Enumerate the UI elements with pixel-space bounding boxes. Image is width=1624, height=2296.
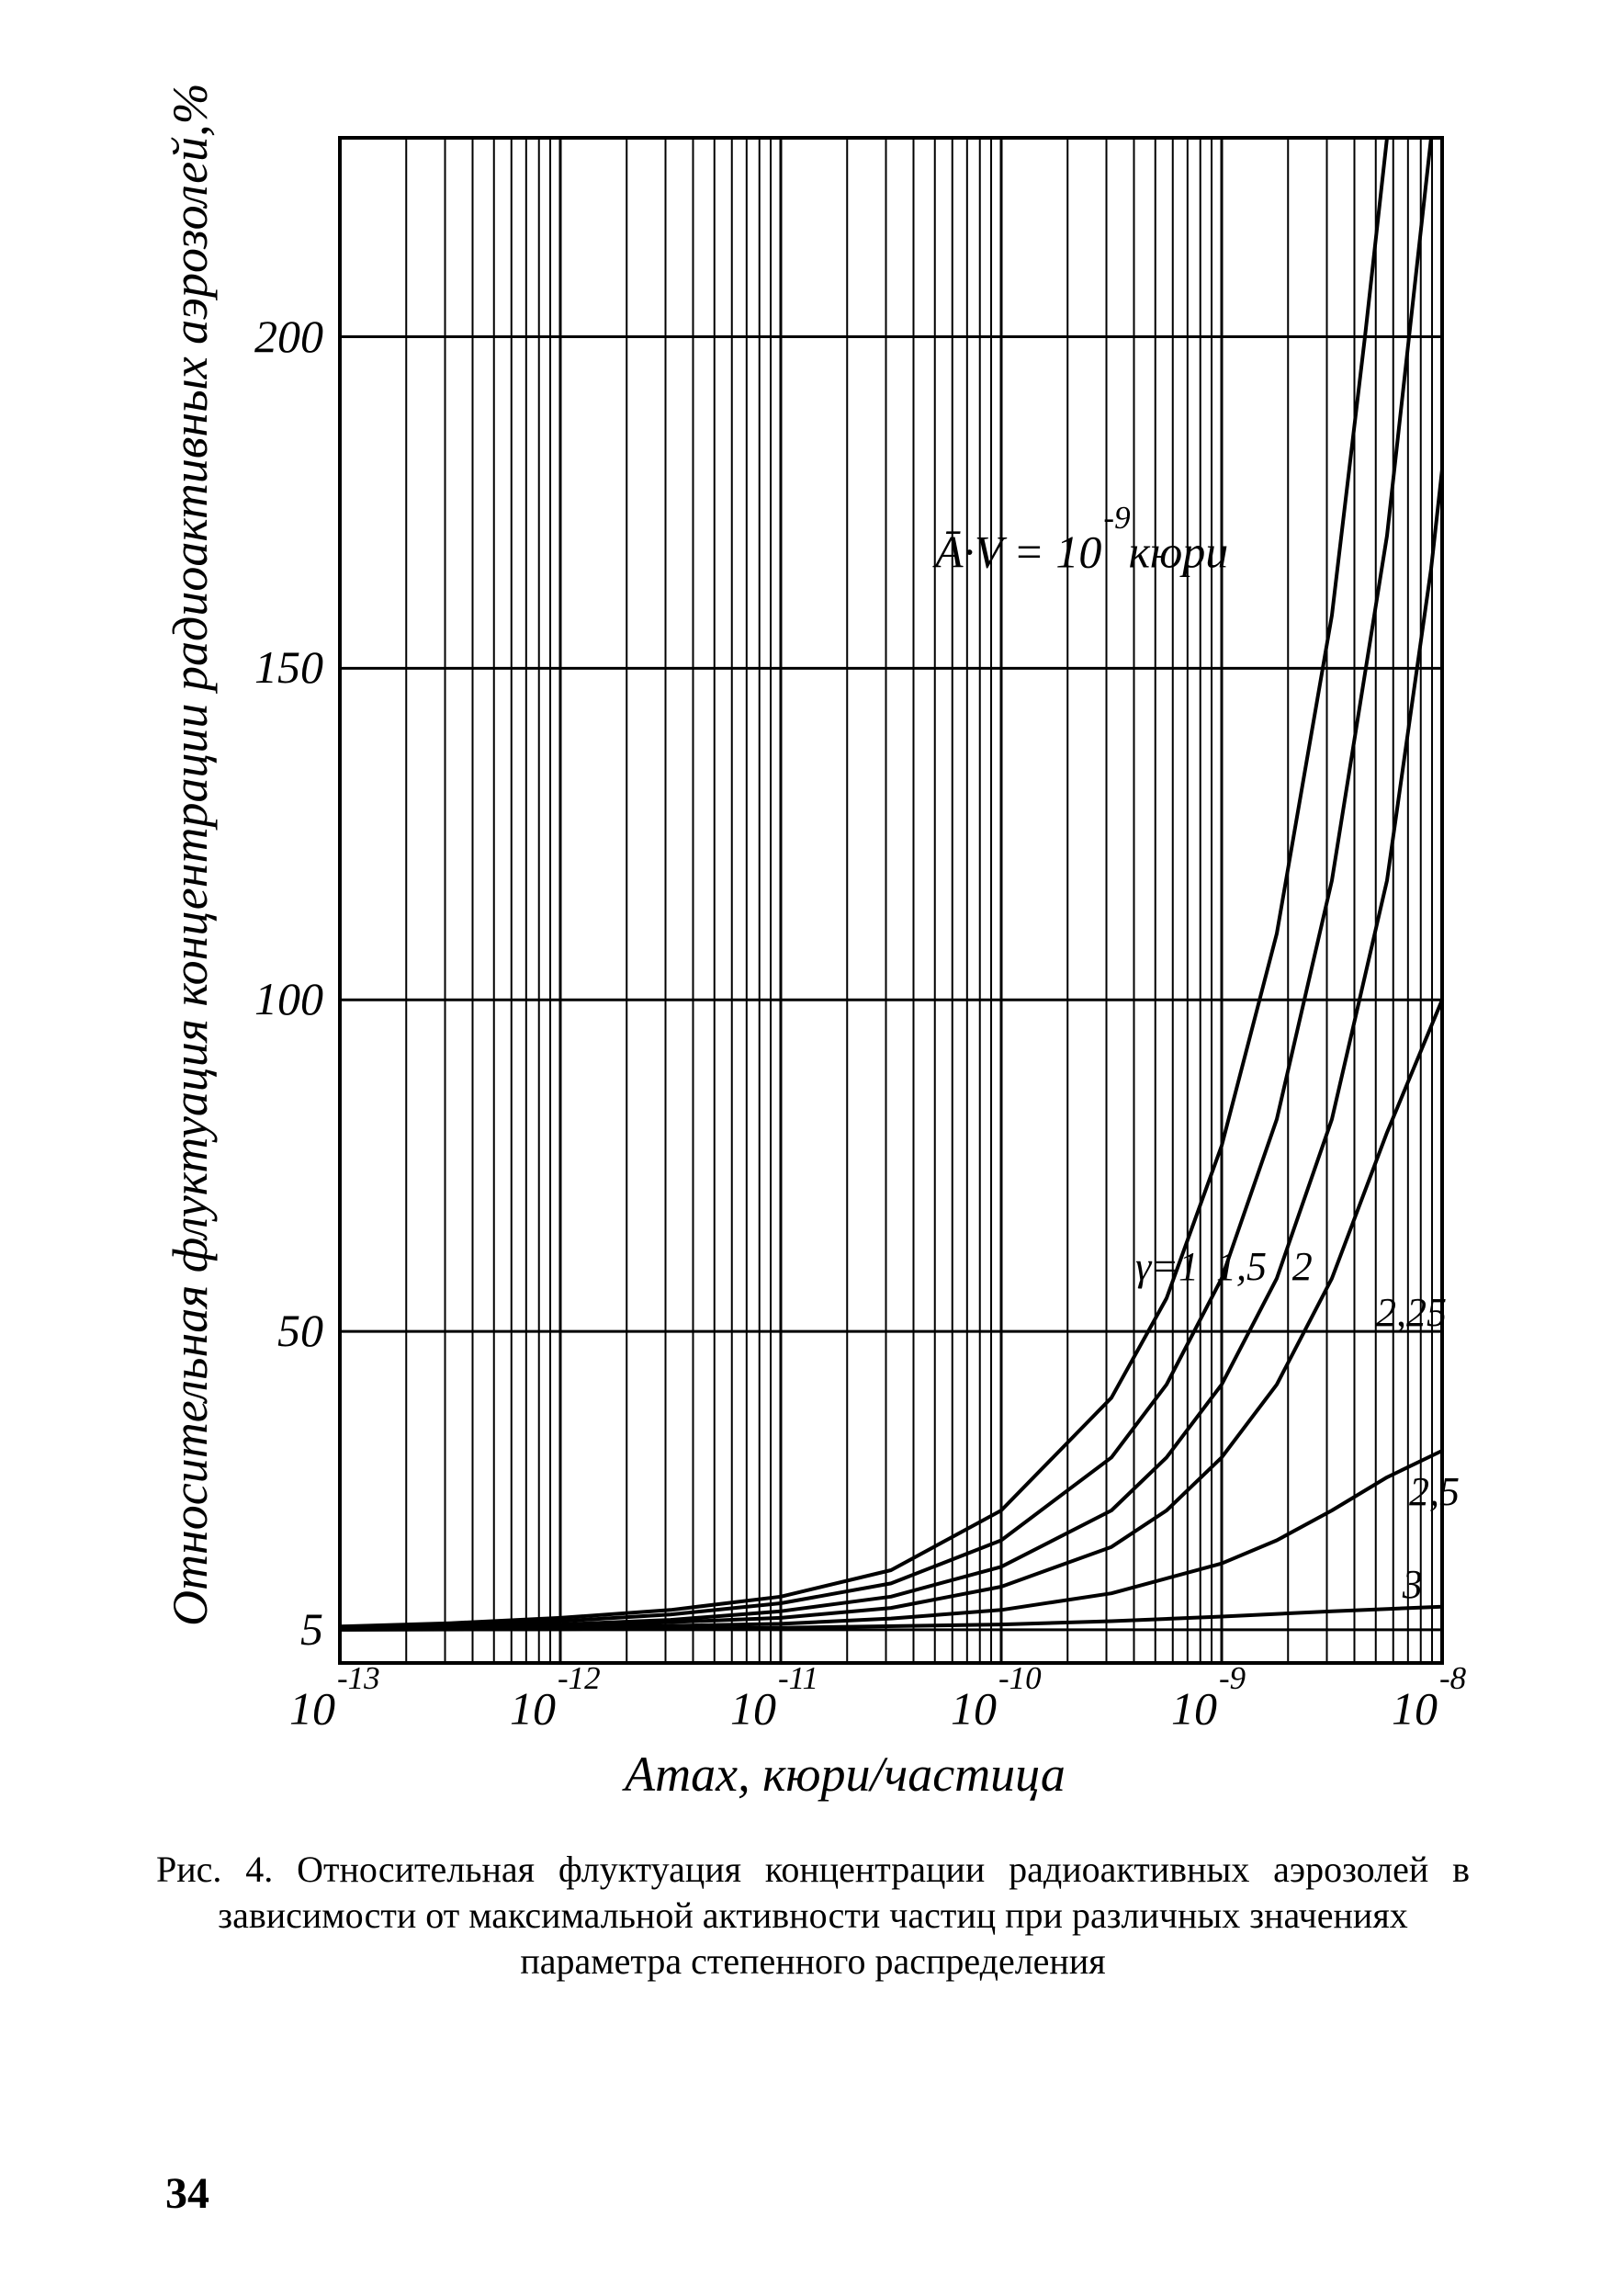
- x-tick-label: 10-8: [1392, 1680, 1464, 1736]
- caption-line-3: параметра степенного распределения: [156, 1939, 1470, 1985]
- chart-plot: [156, 119, 1470, 1819]
- y-tick-label: 100: [176, 972, 323, 1025]
- y-tick-label: 150: [176, 640, 323, 694]
- x-tick-label: 10-12: [510, 1680, 599, 1736]
- x-tick-label: 10-9: [1171, 1680, 1244, 1736]
- x-axis-label: Amax, кюри/частица: [524, 1746, 1167, 1803]
- y-tick-label: 200: [176, 310, 323, 363]
- caption-line-1: Рис. 4. Относительная флуктуация концент…: [156, 1849, 1428, 1890]
- x-tick-label: 10-11: [730, 1680, 817, 1736]
- chart-annotation: Ā·V = 10-9кюри: [935, 523, 1228, 579]
- y-tick-label: 50: [176, 1304, 323, 1357]
- curve-label: 2,5: [1409, 1468, 1460, 1515]
- y-tick-label: 5: [176, 1602, 323, 1656]
- page-number: 34: [165, 2168, 209, 2219]
- curve-label: 1,5: [1216, 1243, 1267, 1290]
- x-tick-label: 10-13: [289, 1680, 378, 1736]
- curve-label: γ=1: [1135, 1243, 1199, 1290]
- x-tick-label: 10-10: [951, 1680, 1040, 1736]
- curve-label: 2: [1292, 1243, 1313, 1290]
- figure-caption: Рис. 4. Относительная флуктуация концент…: [156, 1847, 1470, 1985]
- curve-label: 3: [1403, 1561, 1423, 1608]
- chart-container: Относительная флуктуация концентрации ра…: [156, 119, 1470, 1819]
- curve-label: 2,25: [1376, 1289, 1447, 1336]
